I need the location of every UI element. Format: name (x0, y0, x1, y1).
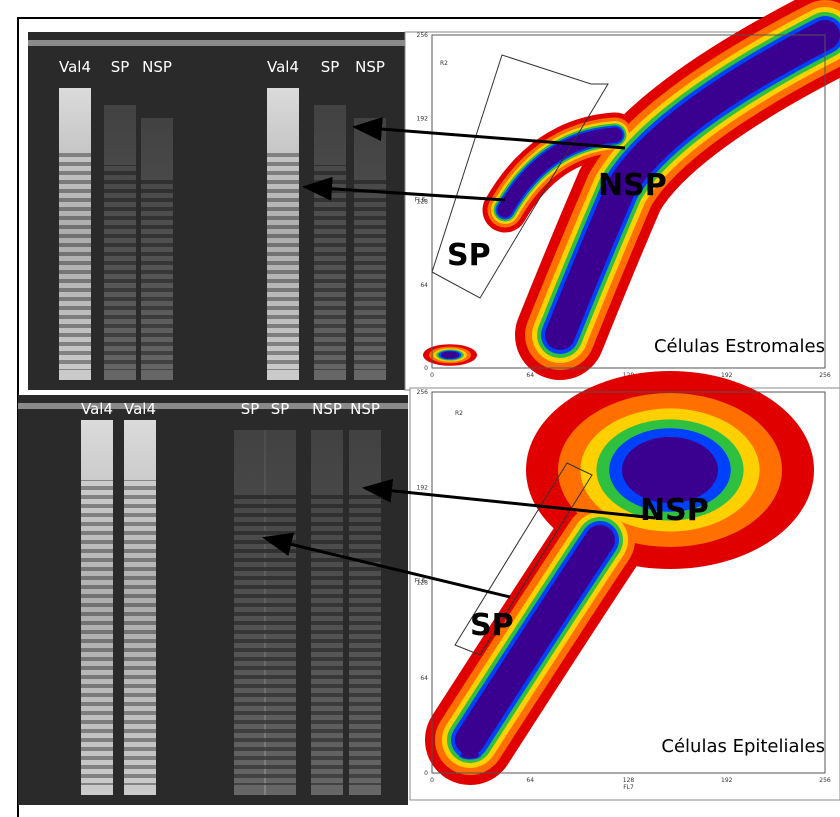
figure: Val4SPNSPVal4SPNSP0641281922560641281922… (0, 0, 840, 817)
lane-label: NSP (142, 58, 172, 76)
y-tick-label: 192 (417, 115, 429, 122)
y-tick-label: 64 (420, 282, 428, 289)
lane-label: SP (111, 58, 130, 76)
gel-wells (28, 40, 405, 46)
gel-bands (311, 490, 343, 785)
gate-label: R2 (440, 60, 448, 67)
gel-bands (124, 480, 156, 785)
lane-label: NSP (312, 400, 342, 418)
region-label: SP (470, 608, 514, 643)
y-tick-label: 0 (424, 365, 428, 372)
lane-label: SP (321, 58, 340, 76)
lane-label: Val4 (81, 400, 113, 418)
gel-bands (81, 480, 113, 785)
region-label: SP (447, 238, 491, 273)
gate-label: R2 (455, 410, 463, 417)
gel-bands (264, 490, 296, 785)
y-tick-label: 0 (424, 770, 428, 777)
lane-label: Val4 (267, 58, 299, 76)
x-axis-label: FL7 (623, 784, 634, 791)
x-tick-label: 0 (430, 372, 434, 379)
x-tick-label: 64 (526, 372, 534, 379)
region-label: NSP (640, 493, 709, 528)
caption: Células Estromales (654, 336, 825, 357)
x-tick-label: 0 (430, 777, 434, 784)
region-label: NSP (598, 168, 667, 203)
y-tick-label: 256 (417, 389, 429, 396)
y-axis-label: FL6 (415, 578, 426, 585)
lane-label: SP (241, 400, 260, 418)
y-tick-label: 64 (420, 675, 428, 682)
lane-label: Val4 (124, 400, 156, 418)
gel-bands (354, 178, 386, 370)
gel-bands (314, 165, 346, 370)
y-tick-label: 256 (417, 32, 429, 39)
density (441, 351, 459, 358)
gel-bands (104, 165, 136, 370)
lane-label: NSP (350, 400, 380, 418)
lane-label: Val4 (59, 58, 91, 76)
gel-bands (234, 490, 266, 785)
lane-label: NSP (355, 58, 385, 76)
lane-label: SP (271, 400, 290, 418)
density (461, 751, 479, 758)
caption: Células Epiteliales (661, 736, 825, 757)
x-tick-label: 128 (623, 777, 635, 784)
gel-bands (349, 490, 381, 785)
gel-bands (59, 148, 91, 370)
x-tick-label: 64 (526, 777, 534, 784)
y-axis-label: FL6 (415, 197, 426, 204)
gel-bands (141, 178, 173, 370)
x-tick-label: 256 (819, 777, 831, 784)
x-tick-label: 256 (819, 372, 831, 379)
gel-bands (267, 148, 299, 370)
y-tick-label: 192 (417, 484, 429, 491)
x-tick-label: 192 (721, 777, 733, 784)
